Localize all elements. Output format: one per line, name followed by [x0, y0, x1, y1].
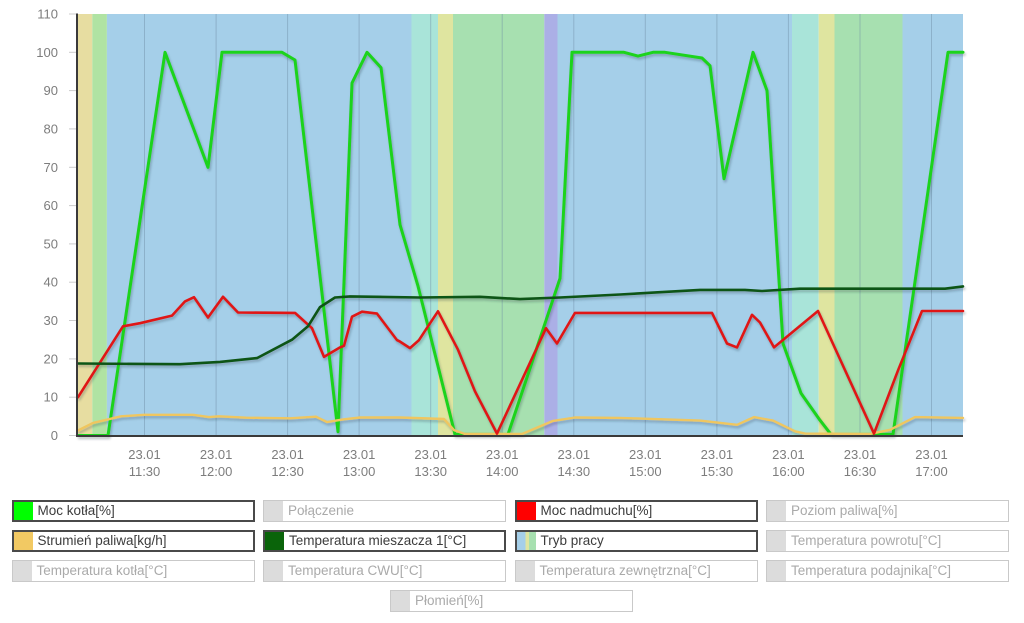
svg-text:13:00: 13:00 [343, 464, 376, 479]
svg-text:23.01: 23.01 [200, 447, 233, 462]
svg-text:23.01: 23.01 [128, 447, 161, 462]
svg-text:12:00: 12:00 [200, 464, 233, 479]
svg-text:12:30: 12:30 [271, 464, 304, 479]
svg-text:20: 20 [44, 351, 58, 366]
svg-text:90: 90 [44, 83, 58, 98]
svg-text:11:30: 11:30 [129, 464, 161, 479]
svg-text:23.01: 23.01 [558, 447, 591, 462]
svg-text:23.01: 23.01 [414, 447, 447, 462]
svg-text:13:30: 13:30 [414, 464, 447, 479]
svg-text:23.01: 23.01 [343, 447, 376, 462]
svg-text:10: 10 [44, 390, 58, 405]
svg-text:23.01: 23.01 [915, 447, 948, 462]
svg-text:15:00: 15:00 [629, 464, 662, 479]
svg-text:14:30: 14:30 [558, 464, 591, 479]
svg-text:15:30: 15:30 [701, 464, 734, 479]
svg-text:23.01: 23.01 [271, 447, 304, 462]
svg-text:40: 40 [44, 275, 58, 290]
svg-text:23.01: 23.01 [772, 447, 805, 462]
svg-text:50: 50 [44, 236, 58, 251]
svg-text:110: 110 [37, 7, 58, 22]
svg-text:16:00: 16:00 [772, 464, 805, 479]
svg-text:100: 100 [36, 45, 58, 60]
svg-text:23.01: 23.01 [629, 447, 662, 462]
svg-text:16:30: 16:30 [844, 464, 877, 479]
svg-text:80: 80 [44, 121, 58, 136]
svg-text:0: 0 [51, 428, 58, 443]
svg-text:70: 70 [44, 160, 58, 175]
svg-text:23.01: 23.01 [486, 447, 519, 462]
svg-text:23.01: 23.01 [701, 447, 734, 462]
svg-text:60: 60 [44, 198, 58, 213]
svg-text:23.01: 23.01 [844, 447, 877, 462]
svg-text:17:00: 17:00 [915, 464, 948, 479]
svg-text:30: 30 [44, 313, 58, 328]
svg-text:14:00: 14:00 [486, 464, 519, 479]
